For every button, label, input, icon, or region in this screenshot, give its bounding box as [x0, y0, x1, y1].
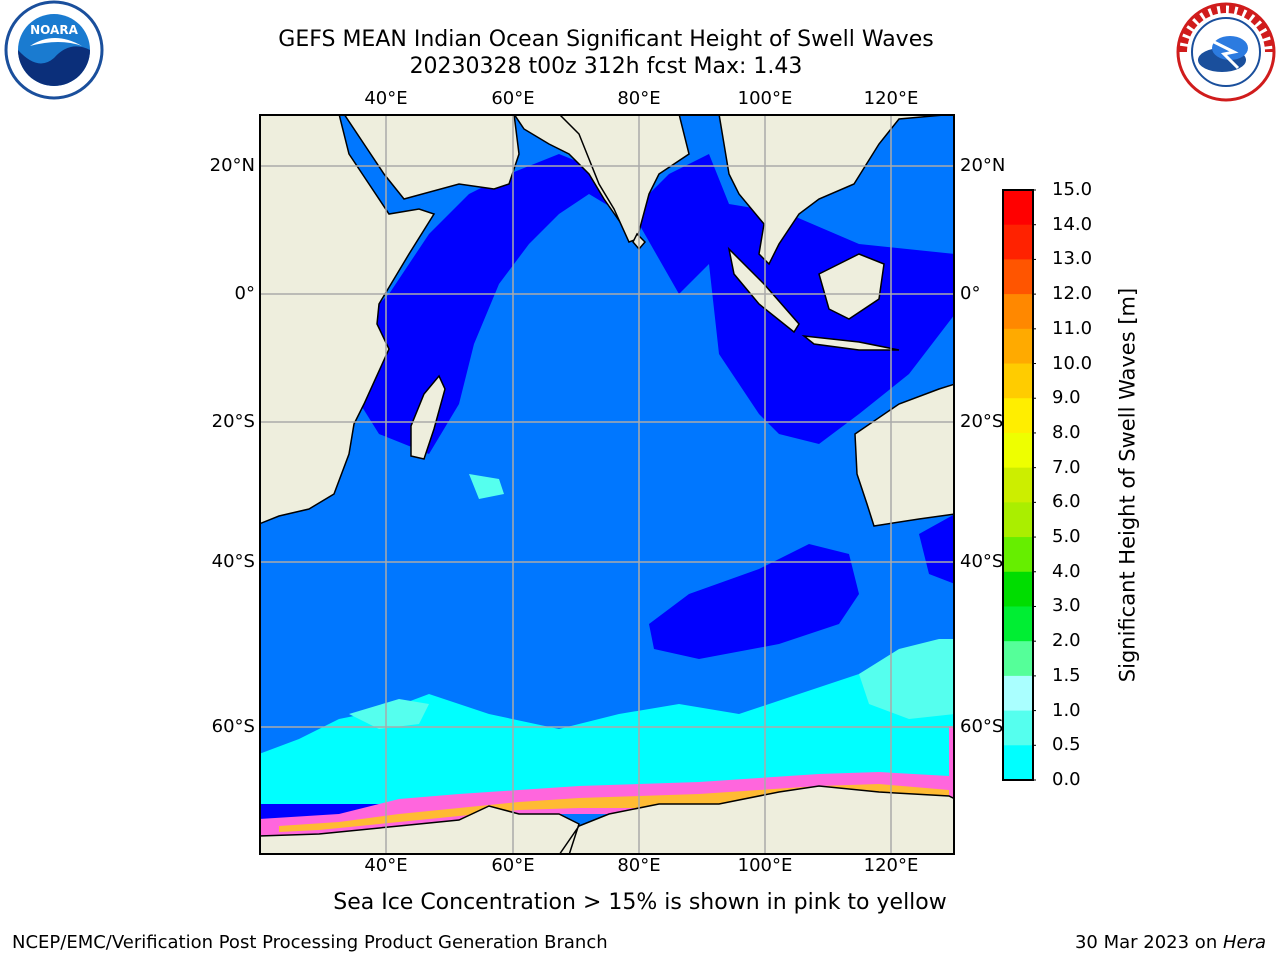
lon-tick-top-40e: 40°E — [364, 88, 408, 109]
lat-tick-right-40s: 40°S — [960, 551, 1004, 572]
lon-tick-bottom-40e: 40°E — [364, 855, 408, 876]
colorbar-tick-label: 1.5 — [1052, 664, 1081, 686]
colorbar-segment — [1003, 710, 1033, 746]
colorbar-tick-label: 1.0 — [1052, 699, 1081, 721]
footer-credit: NCEP/EMC/Verification Post Processing Pr… — [12, 932, 608, 953]
lat-tick-left-40s: 40°S — [211, 551, 255, 572]
colorbar-tick-label: 4.0 — [1052, 560, 1081, 582]
lat-tick-right-20n: 20°N — [960, 155, 1006, 176]
colorbar-tick-label: 3.0 — [1052, 595, 1081, 617]
land — [259, 114, 955, 855]
land-australia — [854, 383, 955, 527]
sea-ice-edge — [259, 726, 955, 836]
colorbar-segment — [1003, 328, 1033, 365]
swell-band-0-0p5-se-corner — [919, 514, 955, 584]
lat-tick-left-20s: 20°S — [211, 411, 255, 432]
nws-logo — [1176, 2, 1276, 102]
noaa-logo-text: NOARA — [30, 23, 78, 37]
colorbar-tick-label: 13.0 — [1052, 248, 1093, 270]
colorbar-segment — [1003, 190, 1033, 226]
land-madagascar — [410, 374, 446, 460]
swell-band-1p5-2p0-east — [859, 639, 955, 719]
land-southeast-asia — [718, 114, 955, 266]
footer-date-text: 30 Mar 2023 on — [1074, 932, 1223, 953]
colorbar-segment — [1003, 432, 1033, 469]
colorbar-tick-label: 0.0 — [1052, 769, 1081, 790]
colorbar-segment — [1003, 537, 1033, 573]
colorbar-tick-label: 0.5 — [1052, 734, 1081, 756]
colorbar-tick-label: 11.0 — [1052, 317, 1093, 339]
lat-tick-left-0: 0° — [234, 283, 255, 304]
swell-height-map — [259, 114, 955, 855]
colorbar-segment — [1003, 571, 1033, 607]
lat-tick-right-20s: 20°S — [960, 411, 1004, 432]
lon-tick-bottom-60e: 60°E — [491, 855, 535, 876]
land-borneo — [818, 253, 885, 320]
colorbar-title: Significant Height of Swell Waves [m] — [1115, 287, 1140, 683]
swell-band-0-0p5-north — [354, 154, 955, 454]
colorbar-segment — [1003, 641, 1033, 677]
swell-band-0-0p5-south-centre — [649, 544, 859, 659]
lat-tick-left-60s: 60°S — [211, 716, 255, 737]
colorbar-tick-label: 15.0 — [1052, 179, 1093, 200]
land-java — [801, 334, 900, 351]
lon-tick-bottom-100e: 100°E — [737, 855, 793, 876]
map-subtitle: 20230328 t00z 312h fcst Max: 1.43 — [409, 54, 803, 79]
swell-band-1p0-1p5 — [259, 654, 955, 804]
colorbar-tick-label: 10.0 — [1052, 352, 1093, 374]
colorbar-segment — [1003, 294, 1033, 330]
lat-tick-right-60s: 60°S — [960, 716, 1004, 737]
colorbar-segment — [1003, 502, 1033, 538]
colorbar — [1002, 189, 1036, 781]
lon-tick-top-80e: 80°E — [617, 88, 661, 109]
colorbar-tick-label: 6.0 — [1052, 491, 1081, 513]
colorbar-tick-label: 12.0 — [1052, 283, 1093, 305]
colorbar-segment — [1003, 363, 1033, 399]
lon-tick-bottom-80e: 80°E — [617, 855, 661, 876]
colorbar-tick-label: 7.0 — [1052, 456, 1081, 478]
lat-tick-right-0: 0° — [960, 283, 981, 304]
colorbar-tick-label: 14.0 — [1052, 213, 1093, 235]
footer-date: 30 Mar 2023 on Hera — [1075, 932, 1266, 953]
lon-tick-top-100e: 100°E — [737, 88, 793, 109]
lon-tick-bottom-120e: 120°E — [863, 855, 919, 876]
colorbar-frame — [1002, 189, 1034, 781]
swell-band-1p5-2p0-west — [349, 699, 429, 729]
lon-tick-top-120e: 120°E — [863, 88, 919, 109]
colorbar-segment — [1003, 259, 1033, 295]
noaa-logo: NOARA — [4, 0, 104, 100]
map-frame — [259, 114, 955, 855]
colorbar-segment — [1003, 745, 1033, 781]
colorbar-segment — [1003, 224, 1033, 260]
colorbar-segment — [1003, 606, 1033, 642]
colorbar-tick-label: 8.0 — [1052, 421, 1081, 443]
colorbar-segment — [1003, 398, 1033, 434]
colorbar-segment — [1003, 675, 1033, 712]
sea-ice-note: Sea Ice Concentration > 15% is shown in … — [333, 890, 947, 915]
land-sumatra — [727, 246, 800, 334]
lat-tick-left-20n: 20°N — [209, 155, 255, 176]
swell-band-1p5-2p0-mid — [469, 474, 504, 499]
graticule — [259, 114, 955, 855]
colorbar-tick-label: 9.0 — [1052, 387, 1081, 409]
footer-host: Hera — [1222, 932, 1266, 953]
colorbar-tick-label: 2.0 — [1052, 630, 1081, 652]
lon-tick-top-60e: 60°E — [491, 88, 535, 109]
colorbar-segment — [1003, 467, 1033, 503]
colorbar-tick-label: 5.0 — [1052, 526, 1081, 548]
land-antarctica — [259, 785, 955, 855]
map-title: GEFS MEAN Indian Ocean Significant Heigh… — [278, 27, 934, 52]
